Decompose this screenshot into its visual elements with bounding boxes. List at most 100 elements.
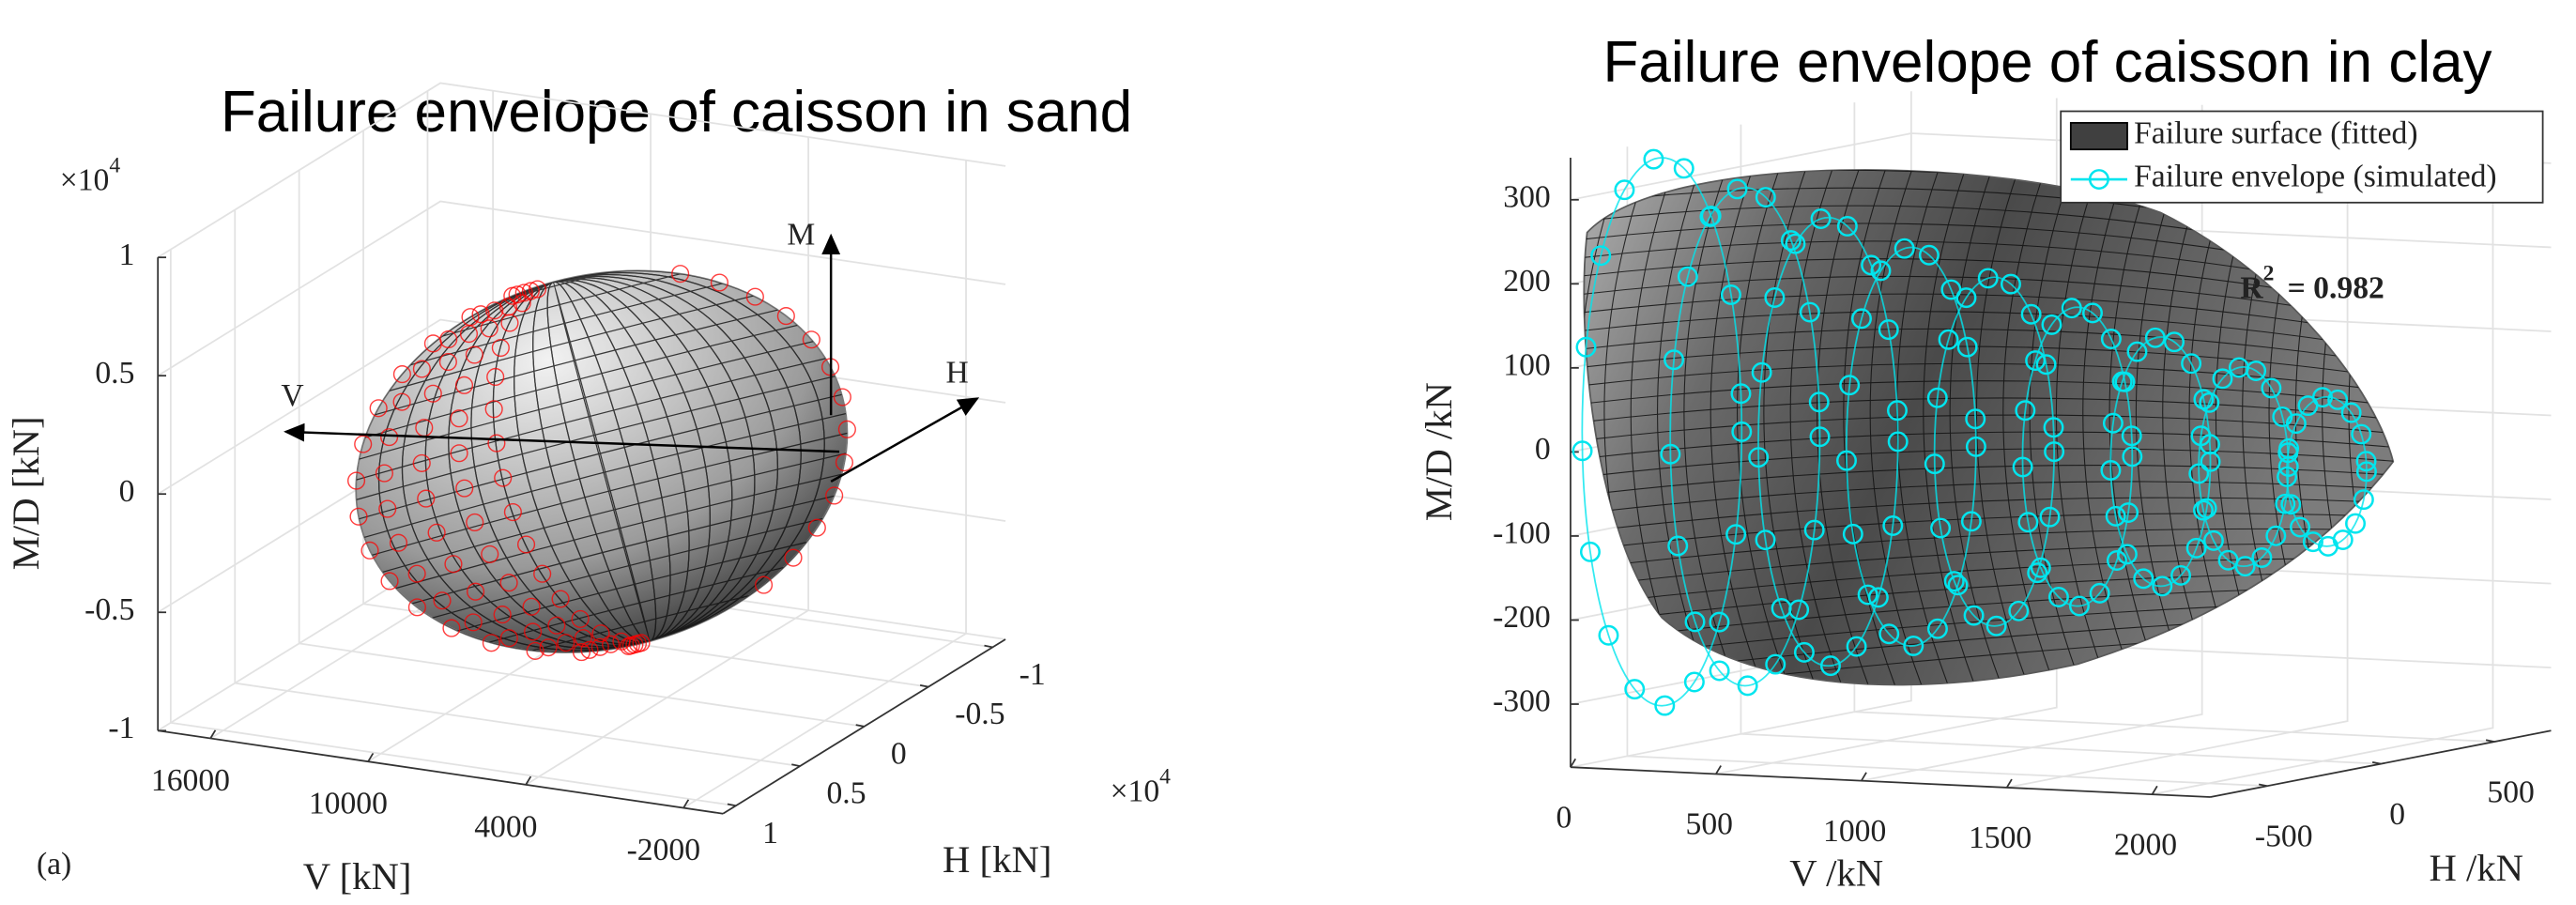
envelope-marker — [526, 641, 544, 660]
envelope-marker — [1956, 336, 1978, 358]
envelope-marker — [369, 399, 388, 418]
envelope-marker — [1755, 187, 1776, 208]
envelope-marker — [671, 265, 690, 284]
envelope-marker — [1737, 675, 1758, 697]
envelope-marker — [438, 352, 457, 372]
envelope-marker — [481, 545, 499, 563]
tick-mark — [1715, 765, 1722, 775]
envelope-marker — [1780, 230, 1802, 252]
envelope-marker — [2111, 371, 2133, 392]
mesh-line — [2029, 170, 2093, 685]
envelope-marker — [2192, 499, 2214, 521]
envelope-marker — [522, 597, 541, 616]
envelope-marker — [1808, 391, 1830, 413]
mesh-line — [315, 341, 891, 493]
envelope-marker — [1839, 375, 1861, 396]
envelope-marker — [2100, 460, 2122, 481]
mesh-line — [1976, 170, 2040, 685]
envelope-marker — [1614, 179, 1635, 201]
envelope-marker — [2285, 413, 2307, 435]
envelope-marker — [1955, 287, 1977, 309]
envelope-marker — [2290, 516, 2310, 538]
envelope-marker — [1624, 679, 1646, 700]
z-tick-label: -300 — [1493, 684, 1551, 719]
tick-mark — [855, 724, 865, 728]
envelope-marker — [590, 637, 609, 656]
envelope-marker — [2302, 531, 2323, 553]
tick-mark — [791, 763, 801, 767]
envelope-line — [1757, 216, 1899, 667]
envelope-marker — [2152, 575, 2173, 597]
envelope-marker — [439, 330, 458, 349]
envelope-marker — [2082, 302, 2103, 324]
envelope-marker — [513, 294, 531, 313]
envelope-marker — [1803, 519, 1825, 541]
mesh-line — [315, 421, 891, 573]
envelope-marker — [375, 464, 393, 483]
envelope-marker — [503, 503, 522, 522]
z-tick-label: -100 — [1493, 516, 1551, 551]
envelope-marker — [2102, 412, 2124, 434]
envelope-marker — [2100, 329, 2122, 349]
mesh-line — [315, 381, 891, 532]
envelope-marker — [407, 598, 426, 617]
envelope-marker — [2061, 298, 2082, 319]
envelope-marker — [1793, 641, 1815, 663]
mesh-line — [1763, 170, 1828, 685]
mesh-line — [2055, 170, 2120, 685]
envelope-marker — [2144, 327, 2166, 348]
y-tick-label: 0.5 — [826, 776, 866, 811]
envelope-marker — [1926, 618, 1948, 639]
envelope-marker — [602, 635, 621, 653]
envelope-marker — [2188, 463, 2210, 484]
z-tick-label: -200 — [1493, 600, 1551, 635]
envelope-marker — [1785, 233, 1806, 254]
envelope-marker — [547, 616, 566, 635]
y-tick-label: 500 — [2487, 775, 2534, 809]
grid-line — [169, 249, 736, 807]
envelope-marker — [1579, 541, 1601, 562]
envelope-marker — [807, 518, 826, 537]
envelope-marker — [2121, 425, 2142, 447]
envelope-marker — [580, 640, 599, 659]
envelope-marker — [1748, 447, 1770, 468]
envelope-marker — [2044, 441, 2065, 463]
axis-line — [722, 638, 1006, 815]
chart-title: Failure envelope of caisson in sand — [221, 80, 1132, 145]
envelope-marker — [491, 338, 510, 358]
tick-mark — [984, 644, 993, 649]
z-tick-label: -0.5 — [84, 592, 134, 627]
x-tick-label: 2000 — [2114, 827, 2177, 862]
envelope-marker — [2353, 489, 2374, 511]
mesh-line — [1584, 311, 2394, 354]
tick-mark — [2151, 785, 2158, 795]
envelope-marker — [1683, 671, 1705, 693]
x-axis-label: V [kN] — [303, 855, 412, 897]
envelope-marker — [1575, 336, 1597, 358]
envelope-marker — [455, 479, 474, 498]
z-tick-label: 0 — [1535, 432, 1551, 467]
y-multiplier-power: 4 — [1159, 765, 1171, 790]
envelope-marker — [1947, 575, 1969, 596]
envelope-marker — [1730, 383, 1752, 405]
envelope-marker — [1926, 387, 1948, 408]
envelope-marker — [454, 376, 474, 394]
z-axis-label: M/D [kN] — [5, 416, 47, 570]
envelope-marker — [1731, 421, 1753, 442]
envelope-marker — [2261, 377, 2282, 399]
y-axis-label: H /kN — [2429, 847, 2523, 889]
envelope-marker — [1924, 453, 1945, 475]
envelope-marker — [2043, 417, 2064, 438]
envelope-marker — [467, 582, 485, 601]
envelope-marker — [2202, 529, 2224, 551]
grid-line — [2152, 118, 2494, 796]
mesh-line — [1657, 170, 1721, 685]
grid-line — [157, 200, 1006, 376]
envelope-marker — [2020, 303, 2042, 325]
mesh-line — [1584, 543, 2394, 589]
envelope-marker — [1590, 245, 1612, 267]
grid-line — [234, 209, 801, 767]
envelope-marker — [487, 434, 506, 452]
envelope-marker — [500, 314, 519, 332]
envelope-marker — [2190, 425, 2212, 447]
